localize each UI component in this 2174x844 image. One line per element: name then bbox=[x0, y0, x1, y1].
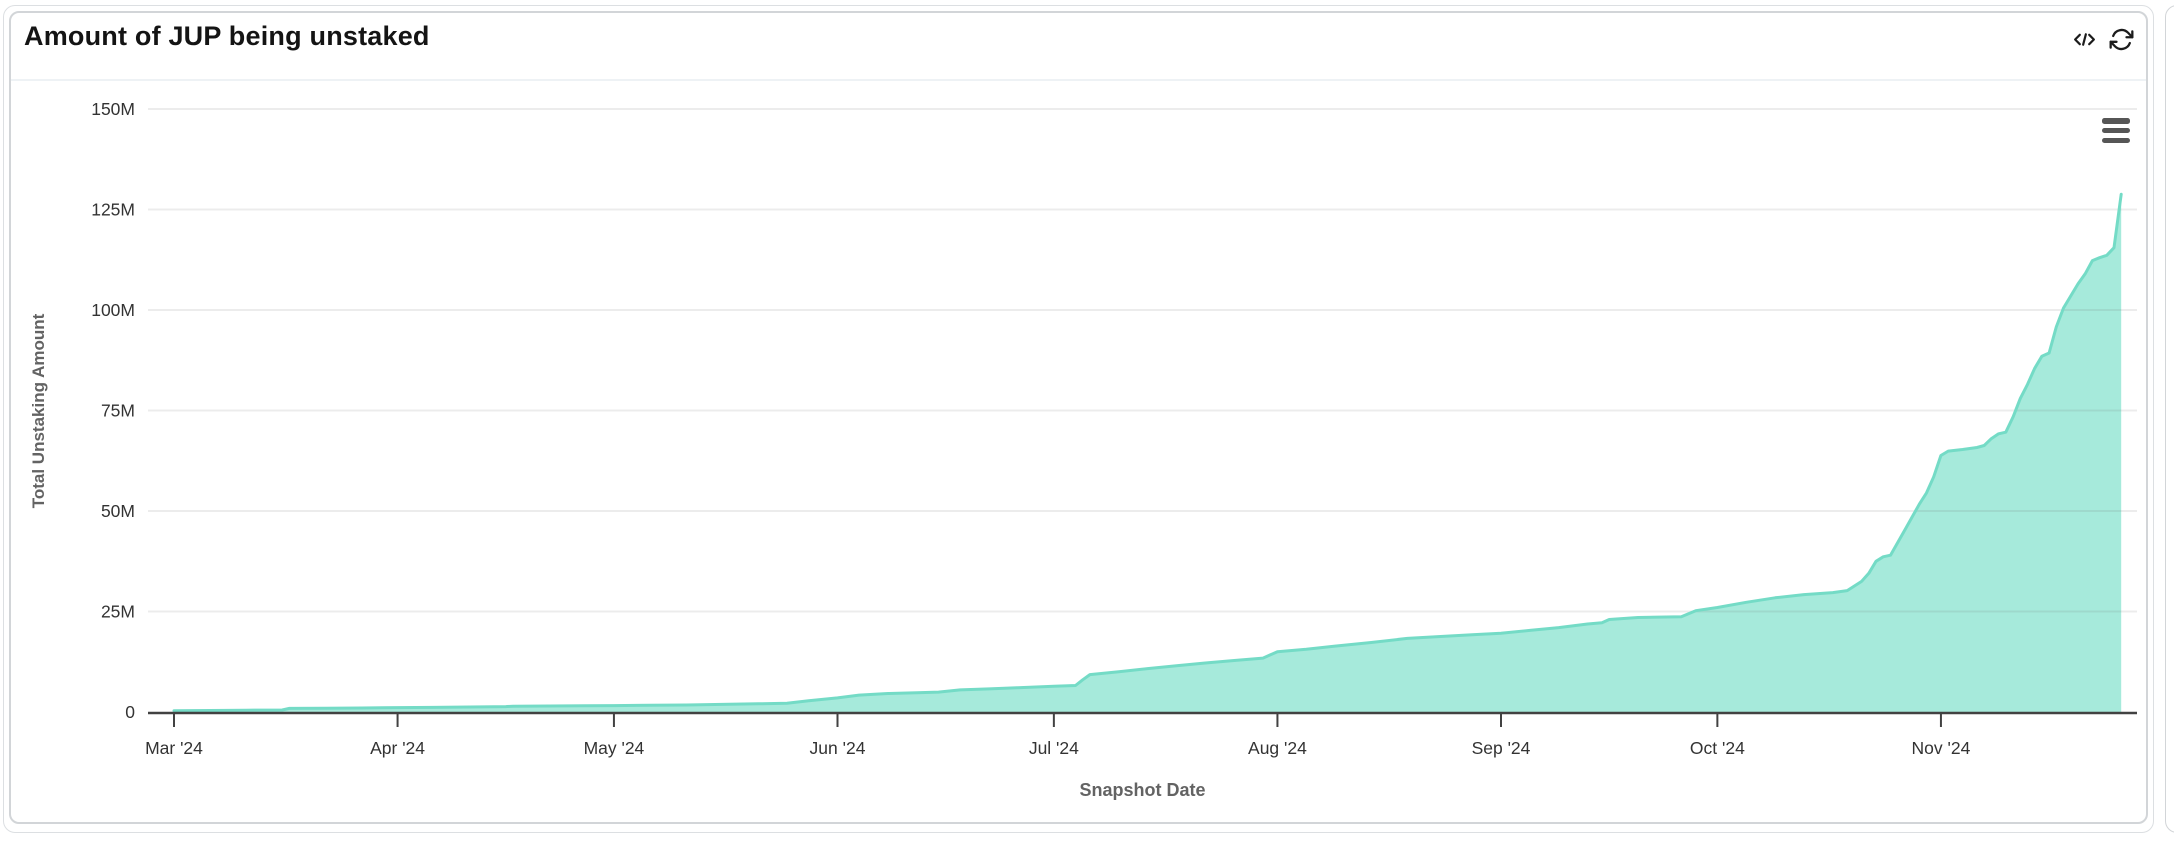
code-icon[interactable] bbox=[2071, 26, 2097, 52]
adjacent-card-edge bbox=[2165, 5, 2174, 833]
x-tick-label: Jun '24 bbox=[810, 738, 866, 758]
y-tick-label: 100M bbox=[91, 300, 135, 320]
x-tick-label: Apr '24 bbox=[370, 738, 425, 758]
x-axis-title: Snapshot Date bbox=[1079, 780, 1205, 800]
y-axis-title: Total Unstaking Amount bbox=[29, 313, 48, 508]
x-tick-label: Aug '24 bbox=[1248, 738, 1307, 758]
chart-menu-icon[interactable] bbox=[2100, 116, 2132, 145]
menu-bar bbox=[2102, 127, 2130, 134]
x-tick-label: Oct '24 bbox=[1690, 738, 1745, 758]
widget-outline bbox=[3, 5, 2154, 833]
y-tick-label: 0 bbox=[125, 702, 135, 722]
menu-bar bbox=[2102, 118, 2130, 124]
area-series-line bbox=[172, 192, 2123, 713]
header-divider bbox=[11, 79, 2146, 81]
x-tick-label: Mar '24 bbox=[145, 738, 203, 758]
chart-card: Amount of JUP being unstaked bbox=[9, 11, 2148, 824]
x-tick-label: Jul '24 bbox=[1029, 738, 1079, 758]
unstaking-area-chart: 0 25M 50M 75M 100M 125M 150M Mar '24 Apr '24 May … bbox=[11, 13, 2146, 824]
x-tick-label: Nov '24 bbox=[1912, 738, 1971, 758]
refresh-icon[interactable] bbox=[2108, 26, 2134, 52]
header-icons bbox=[2071, 26, 2134, 52]
x-tick-label: Sep '24 bbox=[1472, 738, 1531, 758]
menu-bar bbox=[2102, 137, 2130, 143]
y-tick-label: 75M bbox=[101, 401, 135, 421]
y-tick-label: 150M bbox=[91, 99, 135, 119]
card-header: Amount of JUP being unstaked bbox=[11, 13, 2146, 79]
page-title: Amount of JUP being unstaked bbox=[24, 21, 430, 51]
y-tick-label: 50M bbox=[101, 501, 135, 521]
x-tick-label: May '24 bbox=[584, 738, 645, 758]
y-tick-label: 125M bbox=[91, 200, 135, 220]
chart-canvas: 0 25M 50M 75M 100M 125M 150M Mar '24 Apr '24 May … bbox=[29, 99, 2137, 800]
y-tick-label: 25M bbox=[101, 602, 135, 622]
